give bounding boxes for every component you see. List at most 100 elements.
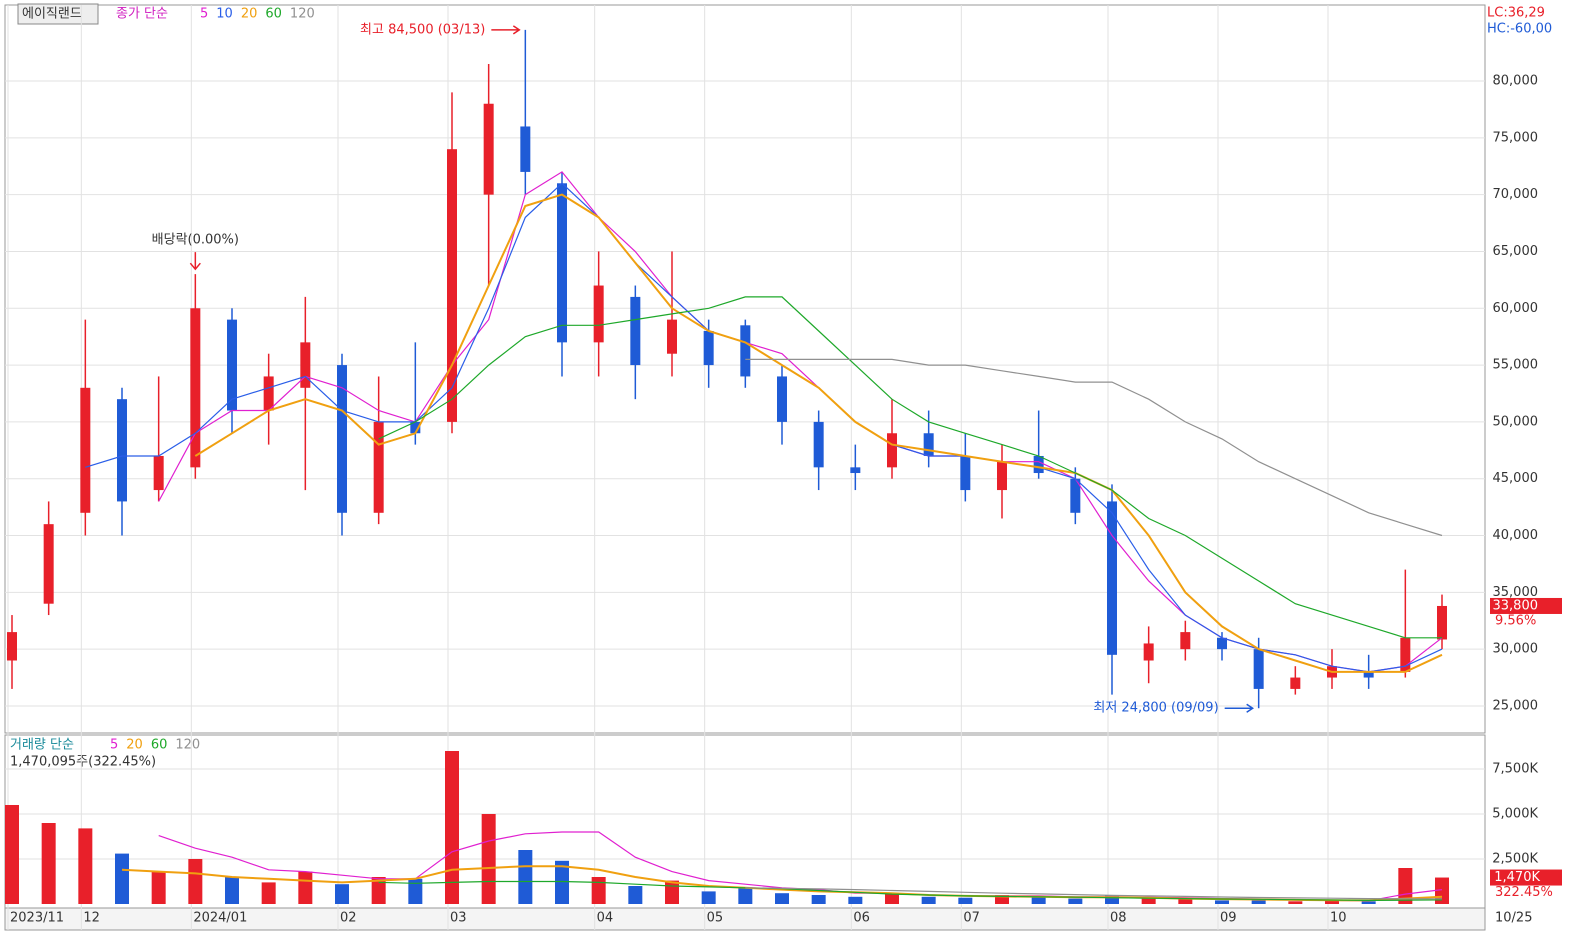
volume-bar: [1031, 896, 1046, 904]
y-tick-label: 75,000: [1493, 130, 1539, 145]
candle-body: [813, 421, 824, 468]
candle-body: [483, 103, 494, 195]
candle-body: [960, 455, 971, 491]
volume-bar: [1288, 901, 1303, 904]
volume-bar: [1068, 898, 1083, 904]
y-tick-label: 30,000: [1493, 642, 1539, 657]
candle-body: [630, 296, 641, 366]
low-annotation: 최저 24,800 (09/09): [1093, 701, 1218, 716]
x-tick-label: 10: [1330, 911, 1347, 926]
price-tag-label: 33,800: [1493, 598, 1539, 613]
volume-bar: [1105, 894, 1119, 904]
ratio-label: 322.45%: [1495, 885, 1553, 900]
x-tick-label: 05: [707, 911, 724, 926]
x-tick-label: 2024/01: [193, 911, 247, 926]
ma-line: [745, 358, 1443, 537]
volume-bar: [775, 893, 789, 904]
volume-bar: [921, 896, 936, 904]
volume-bar: [1215, 900, 1229, 904]
y-tick-label: 80,000: [1493, 74, 1539, 89]
candle-body: [777, 376, 787, 422]
candle-body: [1143, 643, 1154, 661]
x-tick-label: 08: [1110, 911, 1127, 926]
end-date-label: 10/25: [1495, 911, 1532, 926]
volume-bar: [188, 858, 203, 904]
candle-body: [1400, 637, 1411, 672]
y-tick-label: 7,500K: [1492, 761, 1538, 776]
volume-tag-label: 1,470K: [1494, 870, 1540, 885]
dividend-arrow: [189, 252, 201, 271]
candle-body: [1253, 649, 1264, 689]
volume-bar: [958, 897, 973, 904]
low-arrow: [1224, 703, 1255, 713]
change-label: 9.56%: [1495, 613, 1536, 628]
candle-body: [337, 365, 347, 513]
volume-label: 1,470,095주(322.45%): [10, 755, 156, 770]
header: 에이직랜드: [22, 7, 82, 22]
price-tag: [1490, 597, 1562, 614]
x-axis-band: [4, 907, 1486, 931]
volume-bar: [885, 893, 899, 904]
volume-bar: [261, 882, 276, 904]
volume-bar: [518, 849, 533, 904]
volume-bar: [1251, 900, 1266, 904]
volume-bar: [371, 876, 386, 904]
volume-bar: [5, 804, 19, 904]
volume-bar: [738, 887, 753, 904]
volume-bar: [591, 876, 606, 904]
volume-bar: [408, 878, 423, 904]
candle-body: [1290, 677, 1301, 689]
ma-line: [378, 296, 1442, 639]
volume-bar: [115, 853, 129, 904]
volume-bar: [445, 750, 459, 904]
candle-body: [997, 461, 1007, 491]
legend-entry: 20: [126, 738, 143, 753]
ma-line: [378, 880, 1443, 902]
high-annotation: 최고 84,500 (03/13): [360, 22, 485, 37]
candle-body: [1180, 632, 1191, 650]
y-tick-label: 2,500K: [1492, 851, 1538, 866]
candle-body: [410, 421, 421, 434]
x-tick-label: 09: [1220, 911, 1237, 926]
volume-bar: [995, 894, 1009, 904]
volume-bar: [151, 871, 166, 904]
candle-body: [1437, 605, 1447, 640]
header-box[interactable]: [17, 3, 99, 25]
ma-line: [745, 887, 1442, 900]
legend-entry: 60: [265, 7, 282, 22]
candle-body: [1070, 478, 1081, 513]
y-tick-label: 25,000: [1493, 698, 1539, 713]
candle-body: [117, 399, 127, 502]
candle-body: [190, 308, 201, 468]
volume-bar: [555, 860, 569, 904]
legend-title: 종가 단순: [116, 7, 168, 22]
volume-bar: [701, 891, 716, 904]
x-tick-label: 02: [340, 911, 357, 926]
candle-body: [1363, 671, 1374, 678]
candle-body: [227, 319, 237, 411]
candle-body: [703, 330, 714, 366]
y-tick-label: 55,000: [1493, 358, 1539, 373]
volume-bar: [298, 871, 313, 904]
candle-body: [923, 433, 934, 456]
candle-body: [667, 319, 677, 354]
x-tick-label: 12: [83, 911, 100, 926]
y-tick-label: 40,000: [1493, 528, 1539, 543]
legend-entry: 5: [110, 738, 118, 753]
volume-bar: [1325, 900, 1339, 904]
high-arrow: [491, 25, 521, 35]
volume-legend-title: 거래량 단순: [10, 738, 74, 753]
volume-bar: [848, 896, 863, 904]
y-tick-label: 65,000: [1493, 244, 1539, 259]
legend-entry: 20: [241, 7, 258, 22]
x-tick-label: 2023/11: [10, 911, 64, 926]
candle-body: [740, 325, 751, 377]
legend-entry: 5: [200, 7, 208, 22]
y-tick-label: 45,000: [1493, 471, 1539, 486]
legend-entry: 10: [216, 7, 233, 22]
candle-body: [1217, 637, 1227, 650]
volume-bar: [1141, 898, 1156, 904]
x-tick-label: 07: [963, 911, 980, 926]
